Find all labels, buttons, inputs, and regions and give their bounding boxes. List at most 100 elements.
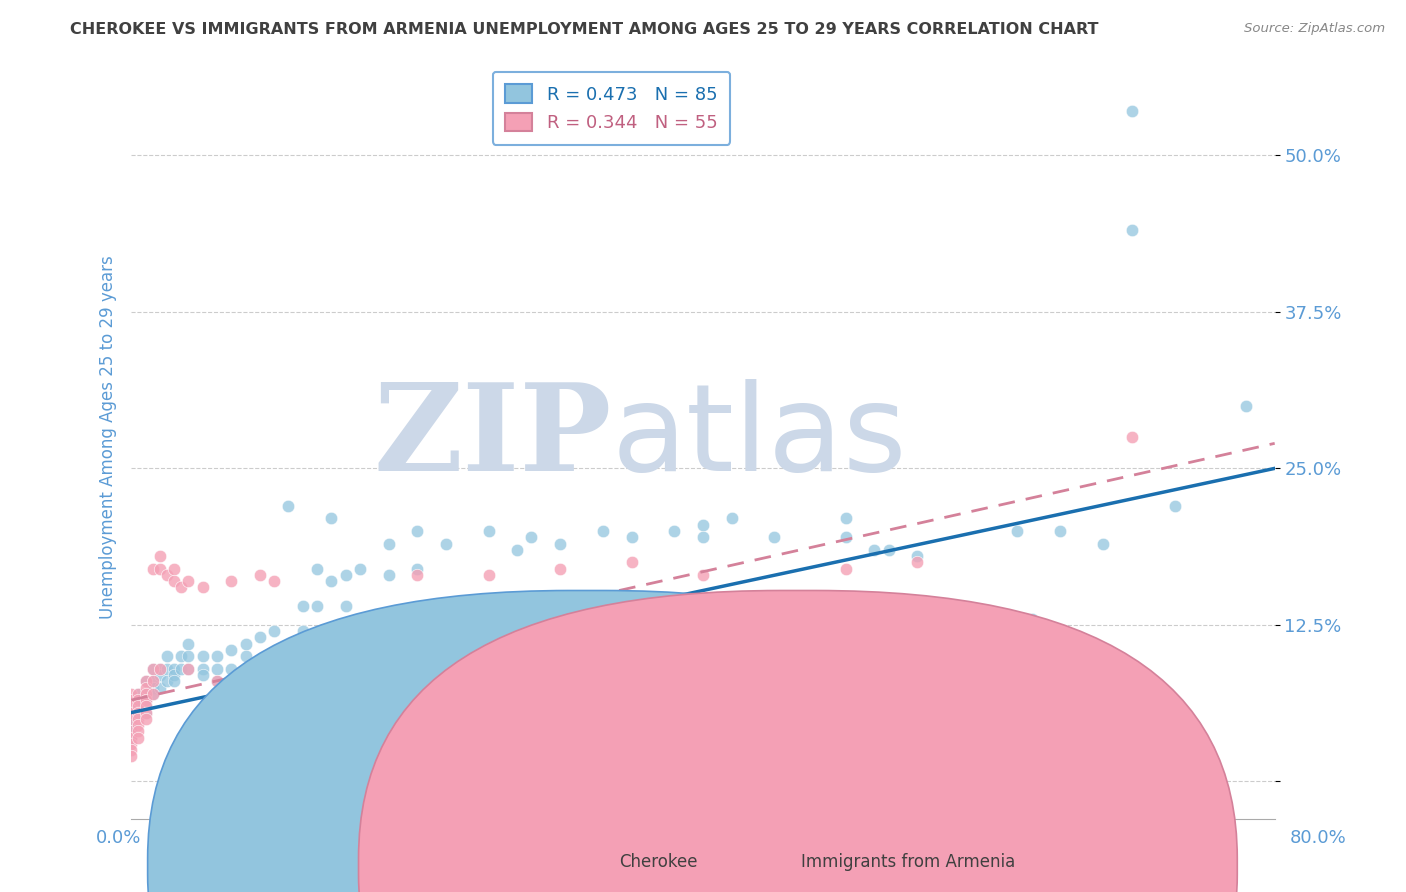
Point [434,536,457,550]
Point [120,724,142,739]
Point [142,662,165,676]
Point [221,662,243,676]
Point [191,649,214,664]
Point [221,574,243,588]
Point [127,687,149,701]
Point [127,706,149,720]
Text: CHEROKEE VS IMMIGRANTS FROM ARMENIA UNEMPLOYMENT AMONG AGES 25 TO 29 YEARS CORRE: CHEROKEE VS IMMIGRANTS FROM ARMENIA UNEM… [70,22,1099,37]
Point [692,567,714,582]
Point [142,674,165,689]
Point [520,530,543,544]
Point [177,574,200,588]
Point [163,574,186,588]
Point [135,681,157,695]
Point [127,731,149,745]
Point [763,530,786,544]
Point [335,668,357,682]
Point [177,662,200,676]
Point [720,511,742,525]
Point [149,662,172,676]
Point [142,561,165,575]
Point [127,712,149,726]
Text: ZIP: ZIP [373,378,612,496]
Point [263,649,285,664]
Point [221,643,243,657]
Point [120,712,142,726]
Point [135,693,157,707]
Point [692,530,714,544]
Point [205,674,228,689]
Point [792,643,814,657]
Point [127,699,149,714]
Point [620,530,643,544]
Point [664,524,686,538]
Point [277,499,299,513]
Point [156,567,179,582]
Legend: R = 0.473   N = 85, R = 0.344   N = 55: R = 0.473 N = 85, R = 0.344 N = 55 [492,72,730,145]
Point [142,662,165,676]
Point [177,637,200,651]
Text: Source: ZipAtlas.com: Source: ZipAtlas.com [1244,22,1385,36]
Point [235,662,257,676]
Point [291,624,314,639]
Point [263,624,285,639]
Point [163,662,186,676]
Point [127,718,149,732]
Point [191,662,214,676]
Point [170,649,193,664]
Point [1121,430,1143,444]
Point [477,567,499,582]
Point [120,737,142,751]
Point [307,561,329,575]
Point [120,712,142,726]
Point [307,599,329,614]
Point [120,699,142,714]
Point [149,561,172,575]
Point [120,743,142,757]
Point [127,706,149,720]
Text: 80.0%: 80.0% [1291,829,1347,847]
Point [1092,536,1115,550]
Point [835,530,858,544]
Point [156,649,179,664]
Point [127,724,149,739]
Point [135,699,157,714]
Point [406,561,429,575]
Point [127,693,149,707]
Point [905,549,928,563]
Point [592,524,614,538]
Point [120,699,142,714]
Point [142,681,165,695]
Point [170,580,193,594]
Point [135,693,157,707]
Point [477,524,499,538]
Point [377,662,399,676]
Point [877,542,900,557]
Point [135,674,157,689]
Point [142,687,165,701]
Point [135,712,157,726]
Point [235,637,257,651]
Point [120,718,142,732]
Point [221,674,243,689]
Point [249,656,271,670]
Point [205,662,228,676]
Point [335,567,357,582]
Point [1163,499,1185,513]
Point [177,662,200,676]
Point [863,542,886,557]
Point [205,674,228,689]
Point [235,649,257,664]
Point [1121,223,1143,237]
Point [135,699,157,714]
Point [406,567,429,582]
Point [263,574,285,588]
Point [620,555,643,569]
Point [120,687,142,701]
Point [1234,399,1257,413]
Point [149,549,172,563]
Point [191,668,214,682]
Point [135,706,157,720]
Point [149,662,172,676]
Point [1121,104,1143,119]
